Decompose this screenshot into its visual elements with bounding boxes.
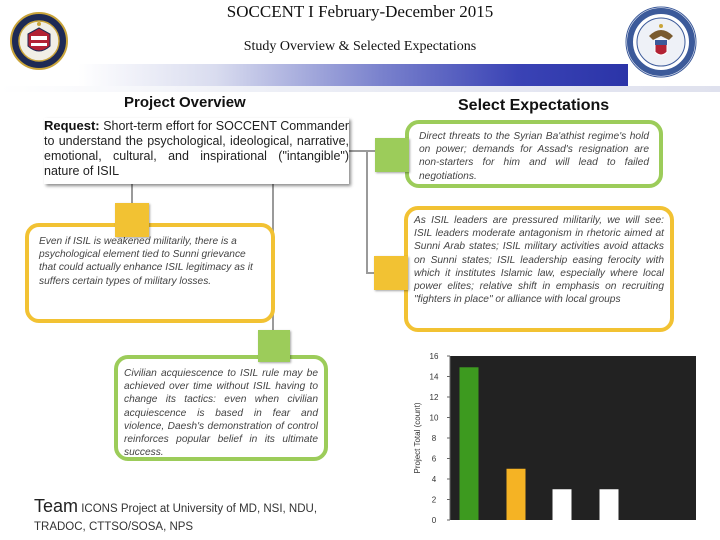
request-text: Short-term effort for SOCCENT Commander …: [44, 119, 349, 178]
request-label: Request:: [44, 118, 100, 133]
y-tick-label: 6: [432, 455, 437, 464]
y-tick-label: 8: [432, 434, 437, 443]
team-line2: TRADOC, CTTSO/SOSA, NPS: [34, 521, 194, 533]
socom-seal-icon: [10, 12, 68, 70]
yellow-connector-square: [374, 256, 408, 290]
direct-threats-box: Direct threats to the Syrian Ba'athist r…: [405, 120, 663, 188]
chart-plot-area: [450, 356, 696, 520]
project-overview-heading: Project Overview: [124, 94, 246, 111]
weakened-militarily-text: Even if ISIL is weakened militarily, the…: [39, 236, 253, 287]
page-title: SOCCENT I February-December 2015: [226, 2, 494, 21]
project-total-chart: 0 2 4 6 8 10 12 14 16 Project Total (count): [413, 352, 696, 525]
pressured-militarily-box: As ISIL leaders are pressured militarily…: [404, 206, 674, 332]
chart-bar: [506, 468, 526, 520]
chart-bar: [599, 489, 619, 520]
y-tick-label: 16: [430, 352, 439, 361]
y-tick-label: 14: [430, 373, 439, 382]
team-line1: ICONS Project at University of MD, NSI, …: [81, 503, 318, 515]
civilian-acquiescence-text: Civilian acquiescence to ISIL rule may b…: [124, 368, 318, 459]
y-tick-label: 2: [432, 496, 437, 505]
civilian-acquiescence-box: Civilian acquiescence to ISIL rule may b…: [114, 355, 328, 461]
department-of-defense-seal-icon: [625, 6, 697, 78]
header-gradient-bar: [78, 64, 628, 86]
y-tick-label: 4: [432, 475, 437, 484]
green-connector-square: [258, 330, 290, 362]
team-label: Team: [34, 496, 79, 516]
y-tick-label: 0: [432, 516, 437, 525]
chart-bar: [552, 489, 572, 520]
yellow-connector-square: [115, 203, 149, 237]
page-subtitle: Study Overview & Selected Expectations: [243, 39, 477, 54]
green-connector-square: [375, 138, 409, 172]
direct-threats-text: Direct threats to the Syrian Ba'athist r…: [419, 131, 649, 182]
y-tick-label: 12: [430, 393, 439, 402]
weakened-militarily-box: Even if ISIL is weakened militarily, the…: [25, 223, 275, 323]
y-tick-label: 10: [430, 414, 439, 423]
y-axis-label: Project Total (count): [413, 402, 422, 473]
header-band: [0, 86, 720, 92]
chart-bar: [459, 367, 479, 520]
request-box: Request: Short-term effort for SOCCENT C…: [44, 118, 349, 184]
connector-line: [366, 150, 368, 274]
team-credits: Team ICONS Project at University of MD, …: [34, 497, 317, 536]
select-expectations-heading: Select Expectations: [458, 97, 610, 114]
pressured-militarily-text: As ISIL leaders are pressured militarily…: [414, 215, 664, 306]
